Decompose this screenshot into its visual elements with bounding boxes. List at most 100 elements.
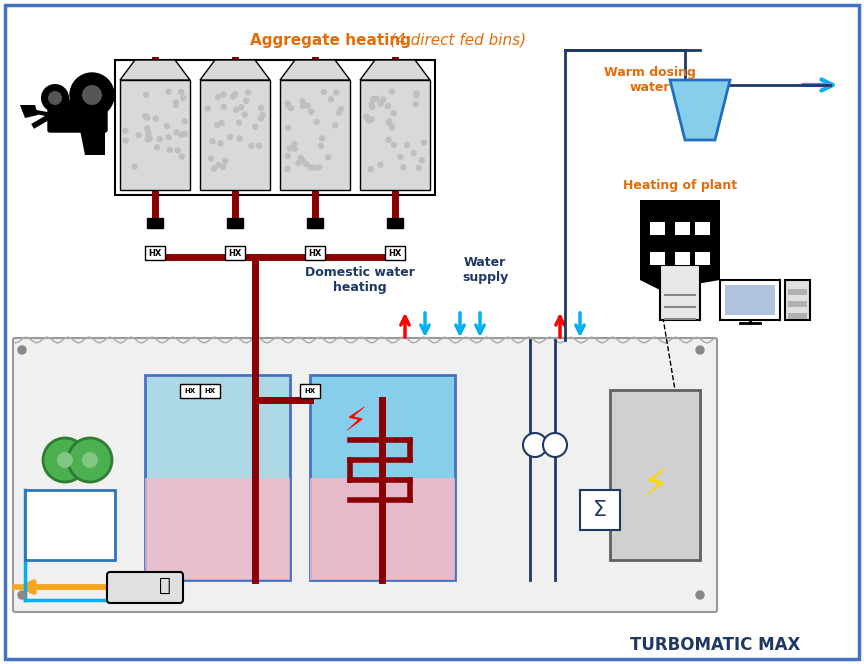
Text: ⚡: ⚡	[641, 466, 669, 504]
Circle shape	[402, 104, 407, 109]
Circle shape	[543, 433, 567, 457]
Circle shape	[262, 96, 267, 100]
Text: HX: HX	[228, 248, 242, 258]
Circle shape	[243, 99, 248, 104]
Circle shape	[418, 159, 423, 163]
Bar	[145, 375, 290, 580]
Text: HX: HX	[205, 388, 215, 394]
Bar	[225, 246, 245, 260]
Circle shape	[141, 130, 146, 135]
Circle shape	[418, 167, 423, 172]
Circle shape	[303, 163, 308, 169]
Circle shape	[48, 91, 62, 105]
Circle shape	[364, 163, 369, 168]
Text: ⚡: ⚡	[343, 404, 366, 437]
Bar	[147, 218, 163, 228]
Circle shape	[299, 141, 304, 146]
Circle shape	[289, 150, 294, 155]
Bar	[227, 218, 243, 228]
Text: Water
supply: Water supply	[462, 256, 508, 284]
Circle shape	[135, 150, 139, 155]
Bar	[310, 375, 455, 580]
Circle shape	[295, 133, 300, 137]
Bar	[115, 60, 435, 195]
Circle shape	[209, 116, 213, 122]
Circle shape	[422, 105, 428, 110]
Circle shape	[305, 109, 309, 114]
Text: Domestic water
heating: Domestic water heating	[305, 266, 415, 294]
Circle shape	[68, 438, 112, 482]
Circle shape	[283, 109, 288, 114]
Circle shape	[297, 159, 302, 165]
Bar	[25, 490, 115, 560]
Circle shape	[41, 84, 69, 112]
Bar	[675, 252, 690, 265]
Circle shape	[174, 139, 179, 144]
Text: HX: HX	[308, 248, 321, 258]
Circle shape	[408, 112, 413, 116]
Circle shape	[304, 159, 308, 165]
Circle shape	[291, 126, 296, 131]
Circle shape	[416, 125, 422, 131]
Bar	[200, 384, 220, 398]
Circle shape	[387, 92, 392, 97]
Bar	[695, 222, 710, 235]
Text: Heating of plant: Heating of plant	[623, 179, 737, 191]
Circle shape	[18, 591, 26, 599]
Text: TURBOMATIC MAX: TURBOMATIC MAX	[630, 636, 800, 654]
Circle shape	[131, 107, 137, 112]
Circle shape	[401, 143, 406, 148]
Circle shape	[332, 93, 337, 98]
Circle shape	[220, 129, 226, 134]
Circle shape	[310, 148, 315, 153]
Bar	[280, 80, 350, 190]
FancyBboxPatch shape	[107, 572, 183, 603]
Bar	[200, 80, 270, 190]
Bar	[650, 252, 665, 265]
Circle shape	[166, 90, 171, 94]
Circle shape	[166, 131, 171, 137]
Circle shape	[336, 90, 340, 95]
Circle shape	[176, 108, 181, 113]
Circle shape	[322, 147, 327, 153]
Circle shape	[302, 158, 307, 163]
Circle shape	[137, 106, 142, 111]
Circle shape	[215, 117, 219, 122]
Circle shape	[152, 149, 157, 153]
Circle shape	[410, 135, 416, 139]
Bar	[788, 301, 807, 307]
Bar	[310, 478, 455, 580]
Circle shape	[160, 95, 165, 100]
Circle shape	[222, 91, 227, 96]
Polygon shape	[360, 60, 430, 80]
Bar	[145, 478, 290, 580]
Circle shape	[338, 135, 343, 141]
Circle shape	[261, 129, 265, 134]
Circle shape	[231, 108, 236, 113]
Circle shape	[145, 129, 150, 133]
Circle shape	[149, 144, 154, 149]
Circle shape	[235, 129, 240, 134]
Circle shape	[82, 85, 102, 105]
Circle shape	[262, 115, 267, 120]
Bar	[385, 246, 405, 260]
Circle shape	[204, 119, 209, 124]
Circle shape	[303, 97, 308, 102]
Circle shape	[137, 90, 142, 95]
Polygon shape	[80, 130, 105, 155]
FancyBboxPatch shape	[13, 338, 717, 612]
Circle shape	[308, 141, 313, 146]
Circle shape	[292, 108, 297, 114]
Text: (4 direct fed bins): (4 direct fed bins)	[390, 33, 526, 48]
Circle shape	[696, 346, 704, 354]
Circle shape	[238, 157, 243, 162]
Circle shape	[375, 101, 380, 106]
Bar	[788, 313, 807, 319]
Circle shape	[211, 137, 216, 142]
Bar	[120, 80, 190, 190]
Bar	[305, 246, 325, 260]
Polygon shape	[280, 60, 350, 80]
Circle shape	[370, 131, 374, 136]
Circle shape	[43, 438, 87, 482]
Circle shape	[406, 98, 410, 104]
